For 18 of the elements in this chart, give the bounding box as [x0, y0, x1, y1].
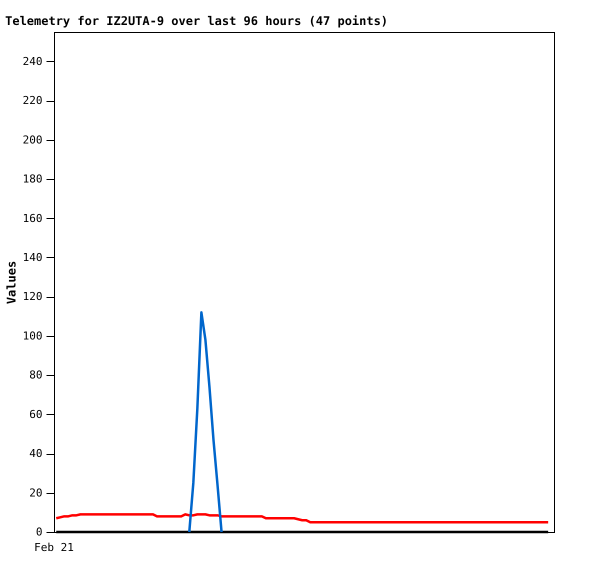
- chart-title: Telemetry for IZ2UTA-9 over last 96 hours (47 points): [5, 14, 388, 28]
- y-tick-label: 160: [22, 212, 42, 225]
- y-tick-label: 20: [29, 486, 42, 500]
- y-tick-label: 100: [22, 329, 42, 342]
- y-tick-label: 180: [22, 172, 42, 186]
- line-series: [188, 311, 223, 534]
- text: Feb 21: [34, 541, 74, 554]
- y-axis-title: Values: [4, 260, 19, 304]
- line-series: [54, 513, 550, 524]
- y-tick-label: 60: [29, 408, 42, 421]
- y-tick-label: 220: [22, 94, 42, 108]
- y-tick-label: 120: [22, 290, 42, 304]
- y-tick-label: 140: [22, 250, 42, 264]
- y-tick-label: 80: [29, 368, 42, 382]
- y-tick-label: 200: [22, 133, 42, 146]
- y-tick-label: 40: [29, 447, 42, 460]
- y-tick-label: 240: [22, 54, 42, 68]
- y-tick-label: 0: [36, 526, 42, 538]
